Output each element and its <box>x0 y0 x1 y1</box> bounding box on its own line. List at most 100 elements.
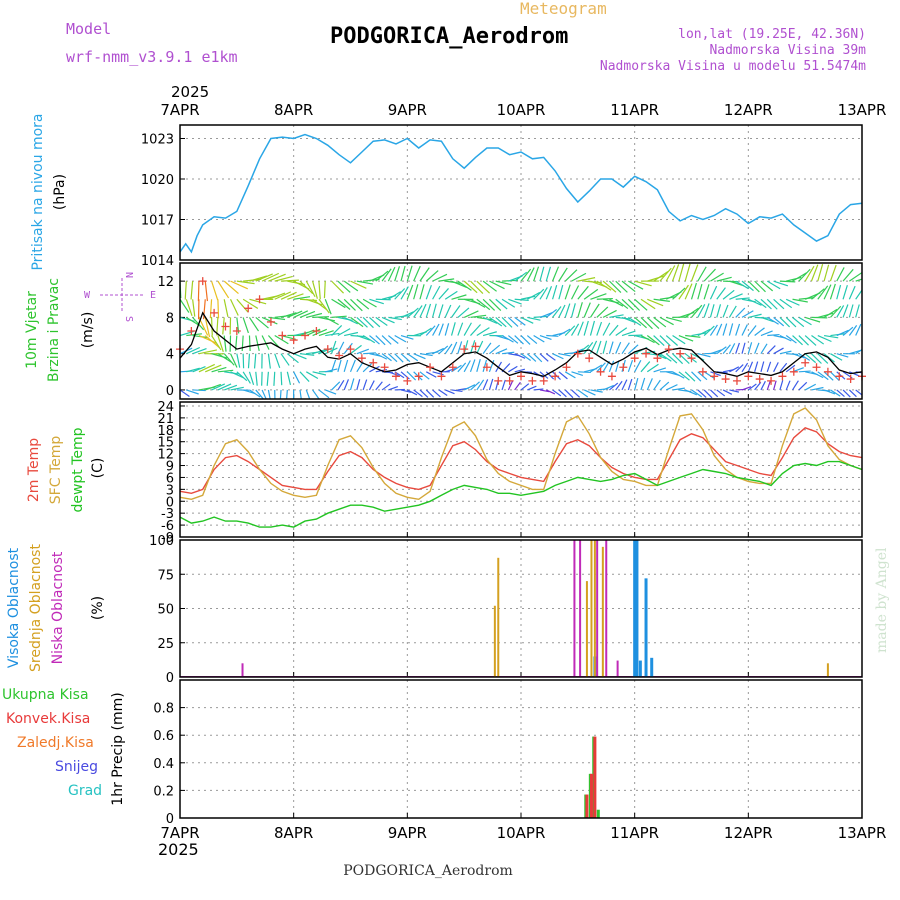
wind-arrow <box>368 380 375 391</box>
wind-arrow <box>829 305 842 318</box>
wind-arrow <box>533 388 544 391</box>
wind-ylabel-1: Brzina i Pravac <box>46 278 62 382</box>
wind-arrow <box>451 294 467 300</box>
wind-arrow <box>558 284 564 300</box>
wind-arrow <box>457 322 464 336</box>
y-tick-label: 75 <box>157 568 174 583</box>
wind-arrow <box>375 316 388 326</box>
wind-arrow <box>375 353 388 360</box>
gust-marker <box>642 349 651 358</box>
wind-arrow <box>539 287 548 300</box>
wind-arrow <box>388 386 399 391</box>
wind-arrow <box>204 281 209 302</box>
wind-arrow <box>842 389 851 398</box>
wind-arrow <box>735 297 750 300</box>
wind-arrow <box>571 323 580 336</box>
gust-marker <box>494 376 503 385</box>
wind-arrow <box>369 365 380 373</box>
wind-arrow <box>198 349 217 355</box>
wind-arrow <box>545 371 555 380</box>
wind-arrow <box>337 359 342 372</box>
wind-arrow <box>217 280 230 299</box>
wind-arrow <box>646 335 660 346</box>
gust-marker <box>517 372 525 381</box>
wind-arrow <box>489 280 505 290</box>
wind-arrow <box>728 343 736 354</box>
wind-arrow <box>552 389 562 397</box>
wind-arrow <box>640 298 656 310</box>
wind-arrow <box>811 386 824 391</box>
gust-marker <box>778 372 787 381</box>
wind-arrow <box>299 371 310 382</box>
wind-arrow <box>267 335 280 348</box>
wind-arrow <box>489 344 501 355</box>
gust-marker <box>721 375 730 384</box>
wind-arrow <box>204 335 221 349</box>
wind-arrow <box>634 316 647 329</box>
wind-arrow <box>268 292 286 300</box>
gust-marker <box>505 376 514 385</box>
model-elevation-label: Nadmorska Visina u modelu 51.5474m <box>600 59 866 74</box>
wind-arrow <box>488 360 495 373</box>
wind-arrow <box>848 304 854 318</box>
wind-arrow <box>804 335 817 346</box>
wind-arrow <box>463 384 476 391</box>
wind-arrow <box>381 353 392 362</box>
cloud-bar <box>593 540 596 677</box>
wind-arrow <box>501 379 506 391</box>
wind-arrow <box>533 266 540 282</box>
wind-arrow <box>482 280 497 292</box>
wind-arrow <box>849 272 862 282</box>
wind-arrow <box>330 359 337 372</box>
wind-arrow <box>349 359 356 373</box>
wind-arrow <box>274 291 292 300</box>
wind-arrow <box>211 366 227 373</box>
wind-arrow <box>230 371 244 379</box>
wind-arrow <box>306 328 321 337</box>
wind-arrow <box>457 362 467 373</box>
wind-arrow <box>362 363 373 373</box>
top-x-tick-label: 11APR <box>610 101 659 119</box>
wind-arrow <box>671 264 680 282</box>
wind-arrow <box>653 298 670 302</box>
wind-arrow <box>665 384 678 391</box>
wind-arrow <box>647 298 664 307</box>
wind-arrow <box>570 285 580 300</box>
wind-arrow <box>545 266 552 282</box>
compass-rose: W E N S <box>84 272 156 322</box>
y-tick-label: -9 <box>161 531 174 546</box>
wind-arrow <box>685 334 701 338</box>
station-title: PODGORICA_Aerodrom <box>330 24 568 49</box>
wind-arrow <box>855 289 862 300</box>
wind-arrow <box>242 298 259 309</box>
wind-arrow <box>621 298 634 311</box>
precip-legend-2: Zaledj.Kisa <box>17 735 94 751</box>
wind-arrow <box>539 334 552 341</box>
bottom-x-tick-label: 11APR <box>610 824 659 842</box>
y-tick-label: 1020 <box>141 173 174 188</box>
wind-arrow <box>855 323 862 336</box>
gust-marker <box>278 331 287 340</box>
wind-arrow <box>476 327 490 337</box>
wind-arrow <box>697 389 707 398</box>
wind-arrow <box>305 371 319 380</box>
elevation-label: Nadmorska Visina 39m <box>709 43 866 58</box>
wind-arrow <box>823 389 836 395</box>
wind-arrow <box>450 322 456 336</box>
panel-frame <box>179 679 863 819</box>
wind-arrow <box>653 335 665 347</box>
wind-arrow <box>248 371 255 386</box>
wind-arrow <box>678 371 690 381</box>
pressure-ylabel-1: (hPa) <box>52 174 68 210</box>
y-tick-label: 0.4 <box>153 757 174 772</box>
wind-arrow <box>362 316 374 329</box>
wind-arrow <box>564 269 578 282</box>
wind-arrow <box>261 316 278 325</box>
wind-arrow <box>747 325 757 336</box>
cloud-ylabel-0: Visoka Oblacnost <box>6 547 22 668</box>
wind-arrow <box>350 316 364 328</box>
precip-legend-3: Snijeg <box>55 759 98 775</box>
wind-arrow <box>735 323 741 336</box>
wind-arrow <box>709 304 715 318</box>
wind-arrow <box>785 364 796 373</box>
